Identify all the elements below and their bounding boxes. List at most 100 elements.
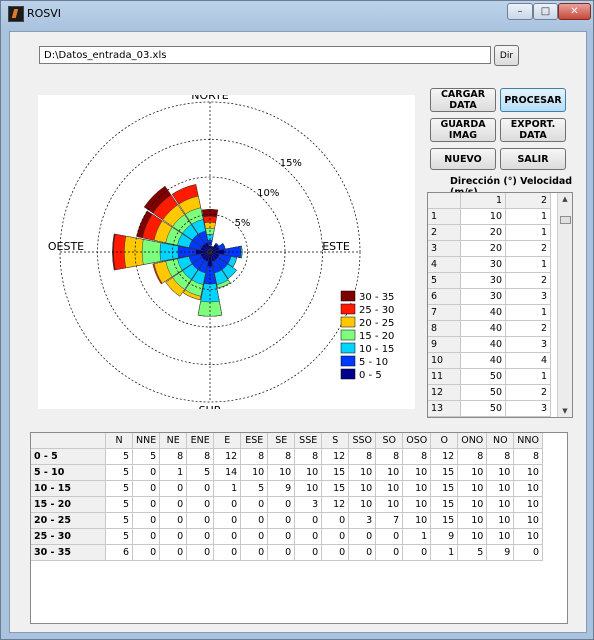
table-row[interactable]: 15 - 20 5 0 0 0 0 0 0 3 12 10 10 10 15 10 10 10 (31, 496, 543, 513)
frequency-cell[interactable]: 14 (213, 464, 242, 481)
frequency-cell[interactable]: 0 (186, 528, 215, 545)
range-header[interactable]: 25 - 30 (31, 528, 106, 545)
frequency-table[interactable]: N NNE NE ENE E ESE SE SSE S SSO SO OSO O ONO NO NNO 0 - … (30, 432, 568, 624)
frequency-cell[interactable]: 15 (321, 464, 350, 481)
speed-cell[interactable]: 3 (505, 336, 551, 353)
scroll-thumb[interactable] (560, 216, 571, 224)
table-row[interactable]: 12 50 2 (428, 384, 551, 401)
range-header[interactable]: 15 - 20 (31, 496, 106, 513)
salir-button[interactable]: SALIR (500, 148, 566, 170)
row-header[interactable]: 1 (428, 208, 461, 225)
nuevo-button[interactable]: NUEVO (430, 148, 496, 170)
input-data-table[interactable]: 1 2 1 10 1 2 20 1 3 20 2 4 30 1 5 30 2 6 30 3 7 40 1 8 40 2 9 40 3 10… (427, 192, 573, 418)
frequency-cell[interactable]: 0 (132, 528, 161, 545)
frequency-cell[interactable]: 10 (457, 512, 488, 529)
frequency-cell[interactable]: 10 (402, 480, 432, 497)
direction-cell[interactable]: 30 (460, 288, 506, 305)
frequency-cell[interactable]: 0 (240, 544, 269, 561)
frequency-cell[interactable]: 5 (105, 496, 133, 513)
direction-cell[interactable]: 40 (460, 336, 506, 353)
frequency-cell[interactable]: 5 (132, 448, 161, 465)
speed-cell[interactable]: 3 (505, 400, 551, 417)
frequency-cell[interactable]: 10 (486, 480, 515, 497)
direction-cell[interactable]: 40 (460, 352, 506, 369)
direction-header[interactable]: ENE (186, 433, 215, 449)
direction-header[interactable]: SE (267, 433, 296, 449)
frequency-cell[interactable]: 0 (132, 512, 161, 529)
speed-cell[interactable]: 1 (505, 208, 551, 225)
table-row[interactable]: 2 20 1 (428, 224, 551, 241)
frequency-cell[interactable]: 10 (375, 496, 404, 513)
speed-cell[interactable]: 2 (505, 272, 551, 289)
frequency-cell[interactable]: 0 (186, 480, 215, 497)
frequency-cell[interactable]: 9 (430, 528, 459, 545)
dir-button[interactable]: Dir (494, 45, 519, 66)
table-row[interactable]: 5 - 10 5 0 1 5 14 10 10 10 15 10 10 10 15 10 10 10 (31, 464, 543, 481)
frequency-cell[interactable]: 0 (375, 544, 404, 561)
frequency-cell[interactable]: 10 (457, 464, 488, 481)
frequency-cell[interactable]: 0 (132, 464, 161, 481)
row-header[interactable]: 10 (428, 352, 461, 369)
speed-cell[interactable]: 1 (505, 368, 551, 385)
frequency-cell[interactable]: 1 (213, 480, 242, 497)
frequency-cell[interactable]: 0 (213, 496, 242, 513)
direction-header[interactable]: ONO (457, 433, 488, 449)
frequency-cell[interactable]: 0 (186, 544, 215, 561)
col-header[interactable]: 2 (505, 193, 551, 209)
frequency-cell[interactable]: 0 (240, 528, 269, 545)
table-row[interactable]: 10 - 15 5 0 0 0 1 5 9 10 15 10 10 10 15 10 10 10 (31, 480, 543, 497)
direction-cell[interactable]: 10 (460, 208, 506, 225)
table-row[interactable]: 9 40 3 (428, 336, 551, 353)
speed-cell[interactable]: 1 (505, 224, 551, 241)
range-header[interactable]: 0 - 5 (31, 448, 106, 465)
direction-cell[interactable]: 40 (460, 320, 506, 337)
frequency-cell[interactable]: 8 (294, 448, 323, 465)
speed-cell[interactable]: 2 (505, 384, 551, 401)
table-row[interactable]: 13 50 3 (428, 400, 551, 417)
frequency-cell[interactable]: 0 (213, 528, 242, 545)
file-path-input[interactable] (39, 46, 491, 64)
frequency-cell[interactable]: 3 (294, 496, 323, 513)
frequency-cell[interactable]: 0 (213, 544, 242, 561)
frequency-cell[interactable]: 0 (294, 544, 323, 561)
frequency-cell[interactable]: 10 (375, 464, 404, 481)
frequency-cell[interactable]: 0 (267, 544, 296, 561)
direction-header[interactable]: E (213, 433, 242, 449)
table-row[interactable]: 6 30 3 (428, 288, 551, 305)
frequency-cell[interactable]: 0 (240, 512, 269, 529)
frequency-cell[interactable]: 5 (186, 464, 215, 481)
frequency-cell[interactable]: 0 (267, 512, 296, 529)
frequency-cell[interactable]: 12 (321, 496, 350, 513)
direction-header[interactable]: NO (486, 433, 515, 449)
direction-header[interactable]: NE (159, 433, 188, 449)
table-row[interactable]: 20 - 25 5 0 0 0 0 0 0 0 0 3 7 10 15 10 10 10 (31, 512, 543, 529)
table-row[interactable]: 11 50 1 (428, 368, 551, 385)
frequency-cell[interactable]: 0 (213, 512, 242, 529)
close-button[interactable]: ✕ (558, 3, 591, 20)
frequency-cell[interactable]: 12 (321, 448, 350, 465)
table-row[interactable]: 0 - 5 5 5 8 8 12 8 8 8 12 8 8 8 12 8 8 8 (31, 448, 543, 465)
frequency-cell[interactable]: 10 (267, 464, 296, 481)
direction-cell[interactable]: 50 (460, 384, 506, 401)
table-row[interactable]: 8 40 2 (428, 320, 551, 337)
speed-cell[interactable]: 2 (505, 320, 551, 337)
frequency-cell[interactable]: 5 (105, 528, 133, 545)
procesar-button[interactable]: PROCESAR (500, 88, 566, 112)
frequency-cell[interactable]: 10 (513, 528, 543, 545)
speed-cell[interactable]: 1 (505, 256, 551, 273)
frequency-cell[interactable]: 8 (267, 448, 296, 465)
row-header[interactable]: 2 (428, 224, 461, 241)
direction-header[interactable]: NNE (132, 433, 161, 449)
direction-header[interactable]: N (105, 433, 133, 449)
frequency-cell[interactable]: 10 (457, 480, 488, 497)
frequency-cell[interactable]: 10 (486, 512, 515, 529)
row-header[interactable]: 13 (428, 400, 461, 417)
frequency-cell[interactable]: 8 (375, 448, 404, 465)
frequency-cell[interactable]: 9 (267, 480, 296, 497)
frequency-cell[interactable]: 10 (513, 464, 543, 481)
direction-cell[interactable]: 30 (460, 256, 506, 273)
frequency-cell[interactable]: 10 (348, 464, 377, 481)
frequency-cell[interactable]: 6 (105, 544, 133, 561)
speed-cell[interactable]: 1 (505, 304, 551, 321)
frequency-cell[interactable]: 0 (375, 528, 404, 545)
